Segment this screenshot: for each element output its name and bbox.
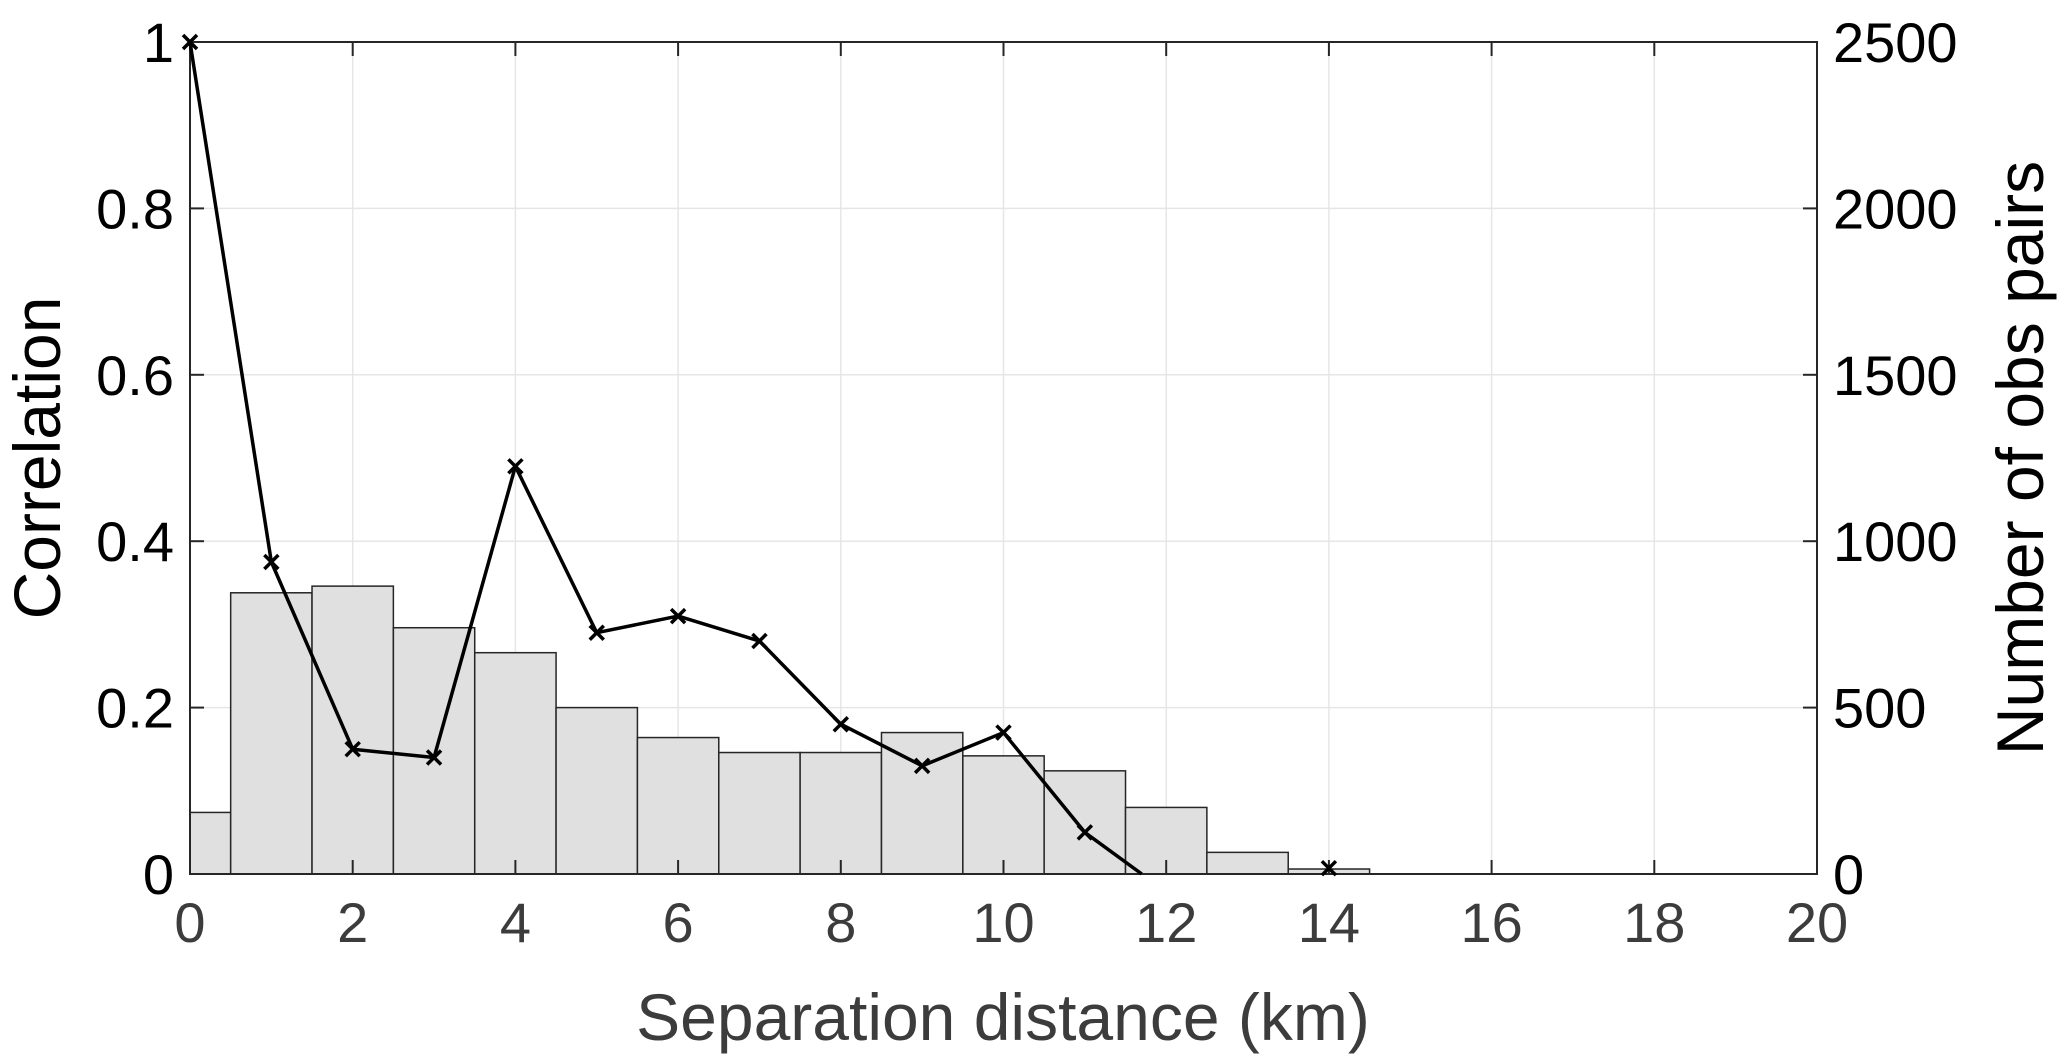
histogram-bar bbox=[1206, 851, 1289, 875]
y-left-tick-label: 0.2 bbox=[96, 677, 174, 740]
histogram-bar bbox=[799, 751, 883, 875]
marker-stroke bbox=[181, 33, 199, 51]
correlation-marker bbox=[751, 632, 768, 650]
tick-labels: 0 2 4 6 8 10 12 14 16 18 2000.20.40.60.81050010001… bbox=[96, 11, 1957, 954]
y-axis-label-left: Correlation bbox=[0, 297, 74, 620]
histogram-bar bbox=[555, 706, 639, 875]
histogram-bar bbox=[189, 811, 232, 875]
tick-marks bbox=[189, 41, 1818, 875]
marker-stroke bbox=[1320, 859, 1338, 877]
histogram-bar bbox=[636, 736, 720, 875]
marker-stroke bbox=[669, 607, 687, 625]
x-tick-label: 12 bbox=[1135, 891, 1197, 954]
correlation-marker bbox=[1320, 859, 1338, 877]
correlation-marker bbox=[344, 740, 361, 758]
marker-stroke bbox=[751, 632, 768, 650]
correlation-marker bbox=[588, 624, 605, 641]
x-tick-label: 20 bbox=[1786, 891, 1848, 954]
histogram-bar bbox=[392, 626, 476, 875]
y-right-tick-label: 1000 bbox=[1833, 510, 1958, 573]
y-left-tick-label: 0.6 bbox=[96, 344, 174, 407]
marker-stroke bbox=[588, 624, 605, 641]
y-left-tick-label: 0.4 bbox=[96, 510, 174, 573]
histogram-bars bbox=[189, 585, 1371, 875]
x-tick-label: 18 bbox=[1623, 891, 1685, 954]
y-right-tick-label: 500 bbox=[1833, 677, 1926, 740]
histogram-bar bbox=[473, 651, 557, 875]
x-axis-label: Separation distance (km) bbox=[636, 980, 1370, 1054]
y-right-tick-label: 2000 bbox=[1833, 177, 1958, 240]
y-right-tick-label: 2500 bbox=[1833, 11, 1958, 74]
x-tick-label: 4 bbox=[500, 891, 531, 954]
marker-stroke bbox=[507, 458, 524, 475]
correlation-marker bbox=[669, 607, 687, 625]
correlation-marker bbox=[832, 716, 850, 733]
marker-stroke bbox=[913, 757, 931, 775]
histogram-bar bbox=[718, 751, 801, 875]
correlation-marker bbox=[995, 724, 1012, 741]
marker-stroke bbox=[425, 749, 443, 766]
correlation-series bbox=[181, 33, 1338, 877]
marker-stroke bbox=[263, 553, 280, 571]
x-tick-label: 2 bbox=[337, 891, 368, 954]
marker-stroke bbox=[344, 740, 361, 758]
marker-stroke bbox=[832, 716, 850, 733]
x-tick-label: 6 bbox=[663, 891, 694, 954]
x-tick-label: 16 bbox=[1460, 891, 1522, 954]
x-tick-label: 8 bbox=[825, 891, 856, 954]
marker-stroke bbox=[995, 724, 1012, 741]
y-axis-label-right: Number of obs pairs bbox=[1983, 161, 2057, 755]
marker-stroke bbox=[1076, 824, 1094, 841]
x-tick-label: 14 bbox=[1298, 891, 1360, 954]
histogram-bar bbox=[1043, 770, 1127, 875]
y-right-tick-label: 0 bbox=[1833, 843, 1864, 906]
histogram-bar bbox=[962, 755, 1045, 875]
y-left-tick-label: 0 bbox=[143, 843, 174, 906]
correlation-marker bbox=[425, 749, 443, 766]
y-right-tick-label: 1500 bbox=[1833, 344, 1958, 407]
correlation-marker bbox=[507, 458, 524, 475]
correlation-marker bbox=[913, 757, 931, 775]
x-tick-label: 10 bbox=[972, 891, 1034, 954]
histogram-bar bbox=[229, 592, 313, 875]
histogram-bar bbox=[311, 585, 395, 875]
correlation-marker bbox=[181, 33, 199, 51]
x-tick-label: 0 bbox=[174, 891, 205, 954]
correlation-marker bbox=[1076, 824, 1094, 841]
y-left-tick-label: 1 bbox=[143, 11, 174, 74]
correlation-marker bbox=[263, 553, 280, 571]
y-left-tick-label: 0.8 bbox=[96, 177, 174, 240]
